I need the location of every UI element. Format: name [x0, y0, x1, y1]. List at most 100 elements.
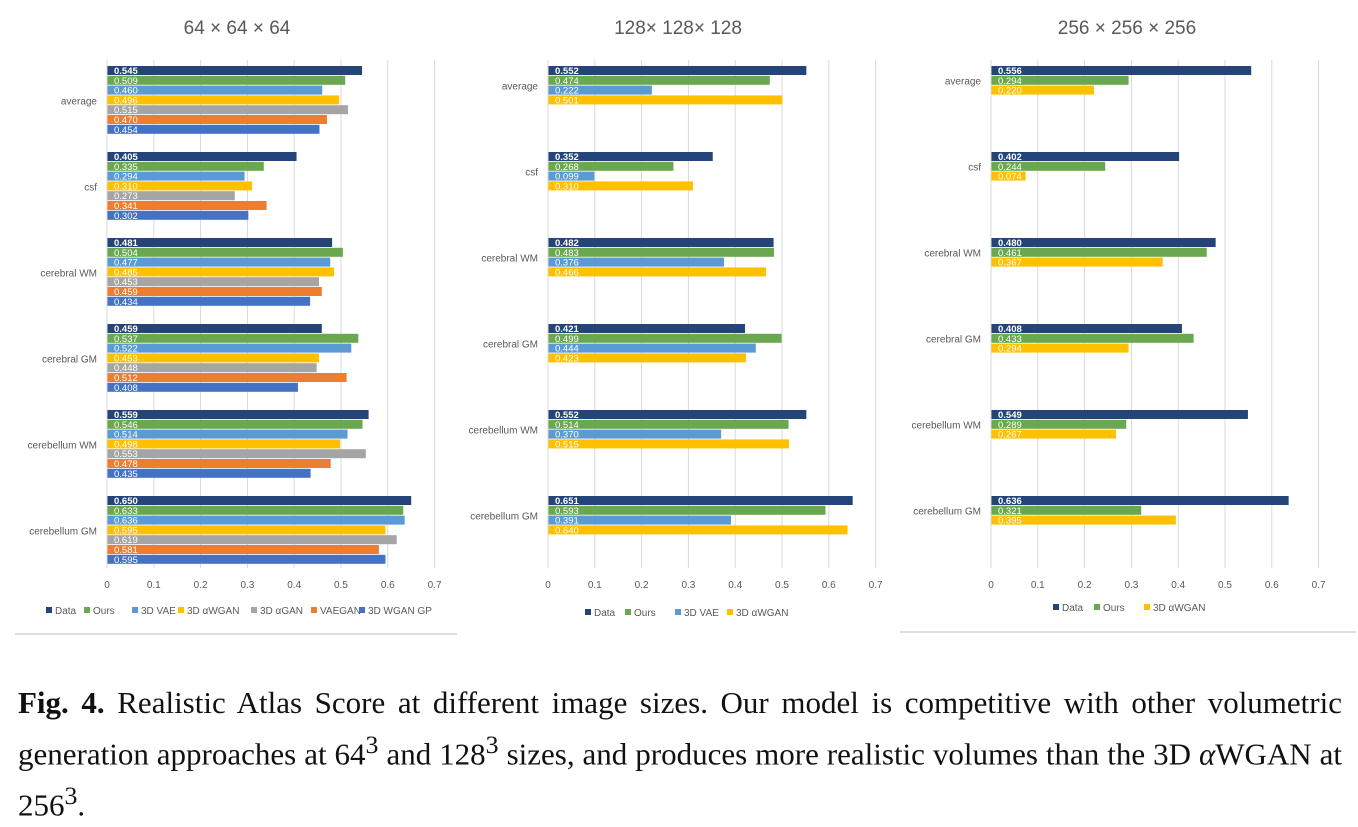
category-label: csf [968, 163, 981, 174]
data-label: 0.453 [114, 277, 138, 288]
bar-3d-awgan [548, 525, 848, 535]
bar-ours [548, 75, 770, 85]
bar-3d-awgan [107, 353, 320, 363]
data-label: 0.509 [114, 76, 138, 87]
bar-3d-awgan [991, 515, 1176, 525]
data-label: 0.421 [555, 324, 579, 335]
data-label: 0.514 [114, 430, 138, 441]
legend-label-3d-awgan: 3D αWGAN [736, 608, 788, 619]
caption-label: Fig. 4. [18, 685, 105, 720]
x-tick-label: 0 [988, 580, 994, 591]
data-label: 0.501 [555, 95, 579, 106]
legend-swatch-data [585, 609, 591, 615]
data-label: 0.485 [114, 267, 138, 278]
category-label: cerebral WM [924, 249, 981, 260]
data-label: 0.268 [555, 162, 579, 173]
chart-64: 64 × 64 × 64 0 0.1 0.2 0.3 0.4 0.5 0.6 0.7 averag… [15, 18, 457, 635]
data-label: 0.552 [555, 410, 579, 421]
data-label: 0.459 [114, 287, 138, 298]
bar-ours [548, 419, 789, 429]
legend-label-3d-vae: 3D VAE [684, 608, 719, 619]
bar-ours [991, 419, 1127, 429]
x-tick-label: 0 [104, 580, 110, 591]
data-label: 0.466 [555, 267, 579, 278]
data-label: 0.478 [114, 459, 138, 470]
data-label: 0.504 [114, 248, 138, 259]
data-label: 0.633 [114, 506, 138, 517]
bar-3d-awgan [991, 171, 1026, 181]
figure-caption: Fig. 4. Realistic Atlas Score at differe… [18, 682, 1342, 827]
data-label: 0.556 [998, 66, 1022, 77]
x-tick-label: 0.7 [428, 580, 442, 591]
category-label: cerebellum GM [913, 507, 981, 518]
data-label: 0.514 [555, 420, 579, 431]
bar-data [548, 324, 746, 333]
bar-3d-wgan-gp [107, 468, 311, 478]
bar-3d-wgan-gp [107, 124, 320, 134]
legend-swatch-data [46, 607, 52, 613]
x-tick-label: 0.4 [728, 580, 742, 591]
bar-3d-awgan [107, 439, 341, 449]
bar-3d-wgan-gp [107, 210, 249, 220]
data-label: 0.470 [114, 115, 138, 126]
bar-data [548, 66, 807, 75]
bar-3d-agan [107, 105, 349, 115]
data-label: 0.522 [114, 344, 138, 355]
bar-ours [548, 505, 826, 515]
data-label: 0.650 [114, 496, 138, 507]
bar-3d-agan [107, 363, 317, 373]
bar-3d-awgan [991, 429, 1116, 439]
bar-data [107, 152, 297, 161]
bar-data [107, 238, 333, 247]
x-tick-label: 0.5 [334, 580, 348, 591]
legend-swatch-3d-awgan [178, 607, 184, 613]
data-label: 0.395 [998, 516, 1022, 527]
data-label: 0.549 [998, 410, 1022, 421]
bar-3d-wgan-gp [107, 296, 311, 306]
data-label: 0.267 [998, 430, 1022, 441]
data-label: 0.408 [998, 324, 1022, 335]
data-label: 0.352 [555, 152, 579, 163]
bar-3d-awgan [991, 343, 1129, 353]
chart-256: 256 × 256 × 256 0 0.1 0.2 0.3 0.4 0.5 0.6 0.7 ave… [900, 18, 1356, 633]
data-label: 0.370 [555, 430, 579, 441]
legend-label-3d-agan: 3D αGAN [260, 606, 303, 617]
data-label: 0.537 [114, 334, 138, 345]
x-tick-label: 0.3 [240, 580, 254, 591]
data-label: 0.461 [998, 248, 1022, 259]
data-label: 0.391 [555, 516, 579, 527]
data-label: 0.448 [114, 363, 138, 374]
data-label: 0.405 [114, 152, 138, 163]
category-label: cerebral WM [481, 254, 538, 265]
legend-label-3d-vae: 3D VAE [141, 606, 176, 617]
data-label: 0.294 [998, 76, 1022, 87]
bar-data [991, 496, 1289, 505]
bar-3d-agan [107, 535, 397, 545]
bar-ours [107, 247, 343, 257]
caption-superscript: 3 [64, 781, 78, 811]
bar-3d-awgan [107, 525, 386, 535]
data-label: 0.499 [555, 334, 579, 345]
data-label: 0.376 [555, 258, 579, 269]
bar-ours [991, 75, 1129, 85]
x-tick-label: 0.7 [869, 580, 883, 591]
data-label: 0.367 [998, 258, 1022, 269]
bar-ours [107, 161, 264, 171]
data-label: 0.595 [114, 555, 138, 566]
bar-vaegan [107, 373, 347, 382]
data-label: 0.435 [114, 469, 138, 480]
category-label: csf [84, 182, 97, 193]
caption-text: and 128 [378, 736, 486, 772]
x-tick-label: 0.6 [822, 580, 836, 591]
legend-swatch-ours [84, 607, 90, 613]
bar-3d-awgan [548, 353, 746, 363]
legend-label-ours: Ours [93, 606, 115, 617]
x-tick-label: 0.7 [1312, 580, 1326, 591]
category-label: cerebellum GM [470, 512, 538, 523]
x-tick-label: 0.5 [1218, 580, 1232, 591]
bar-3d-vae [107, 85, 323, 95]
data-label: 0.402 [998, 152, 1022, 163]
data-label: 0.302 [114, 211, 138, 222]
data-label: 0.483 [555, 248, 579, 259]
category-label: average [61, 96, 98, 107]
